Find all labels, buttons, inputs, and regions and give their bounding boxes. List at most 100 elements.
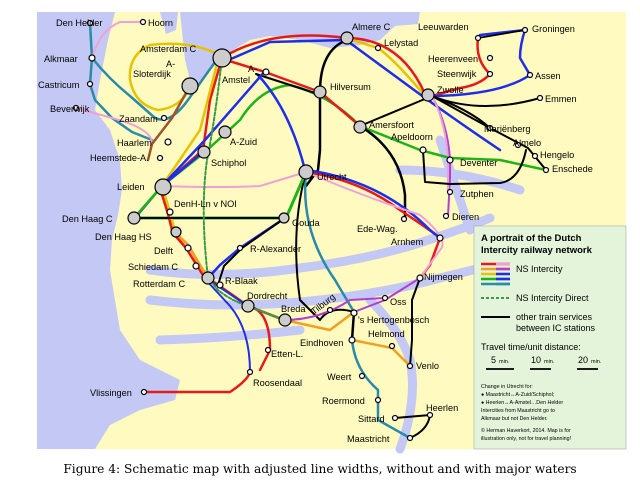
- station-marker-steenwijk: [486, 70, 494, 78]
- wadden-water: [160, 12, 178, 34]
- label-lelystad: Lelystad: [384, 38, 418, 48]
- label-eindhoven: Eindhoven: [300, 338, 343, 348]
- line-dhhs-rotterdam-red: [170, 230, 208, 282]
- line-gouda-rotterdam-black: [217, 217, 286, 286]
- legend-note-2: ● Maastricht↔A-Zuid/Schiphol;: [481, 392, 554, 398]
- station-marker-zaandam: [160, 114, 168, 122]
- label-heerenveen: Heerenveen: [428, 54, 478, 64]
- label-etten-l: Etten-L.: [271, 349, 303, 359]
- label-leeuwarden: Leeuwarden: [418, 22, 469, 32]
- station-marker-dordrecht: [241, 299, 255, 313]
- station-marker-heerenveen: [486, 54, 494, 62]
- line-shertogenbosch-eindhoven: [350, 310, 356, 342]
- label-weert: Weert: [327, 372, 352, 382]
- label-deventer: Deventer: [460, 158, 497, 168]
- line-amsterdam-utrecht-black: [255, 73, 319, 95]
- label-hengelo: Hengelo: [540, 150, 574, 160]
- station-marker-a-sloterdijk: [181, 77, 199, 95]
- station-marker-lelystad: [374, 44, 382, 52]
- station-marker-eindhoven: [348, 336, 356, 344]
- station-marker-helmond: [388, 342, 396, 350]
- legend-scale-20-unit: min.: [591, 359, 602, 365]
- station-marker-zwolle: [421, 88, 435, 102]
- legend-other-line2: between IC stations: [516, 323, 596, 333]
- label-roosendaal: Roosendaal: [253, 378, 302, 388]
- station-marker-den-haag-c: [127, 211, 141, 225]
- north-sea: [37, 12, 180, 449]
- line-amersfoort-zwolle-black: [359, 95, 433, 127]
- legend-note-5: Alkmaar but not Den Helder.: [481, 416, 548, 422]
- label-zaandam: Zaandam: [119, 114, 158, 124]
- station-marker-weert: [358, 372, 366, 380]
- line-sloterdijk-haarlem-brown: [146, 84, 192, 162]
- station-marker-schiedam-c: [192, 262, 200, 270]
- station-marker-deventer: [446, 156, 454, 164]
- label-dordrecht: Dordrecht: [247, 291, 288, 301]
- line-utrecht-shertogenbosch: [303, 170, 356, 314]
- station-marker-delft: [184, 244, 192, 252]
- station-marker-assen: [526, 71, 534, 79]
- line-hoorn: [91, 21, 144, 59]
- station-marker-apeldoorn: [419, 146, 427, 154]
- station-marker-den-helder: [86, 19, 94, 27]
- label-vlissingen: Vlissingen: [90, 388, 132, 398]
- legend: A portrait of the Dutch Intercity railwa…: [473, 225, 627, 450]
- label-castricum: Castricum: [38, 80, 80, 90]
- station-marker-r-blaak: [216, 281, 224, 289]
- label-delft: Delft: [154, 246, 173, 256]
- station-marker-utrecht: [298, 164, 314, 180]
- label-den-helder: Den Helder: [56, 18, 102, 28]
- legend-note-4: Intercities from Maastricht go to: [481, 408, 555, 414]
- label-r-blaak: R-Blaak: [225, 276, 258, 286]
- station-marker-maastricht: [406, 434, 414, 442]
- line-yellow-zaandam: [128, 42, 222, 112]
- label-denh-lnvnoi: DenH-Ln v NOI: [174, 199, 237, 209]
- label-ede-wag: Ede-Wag.: [357, 224, 398, 234]
- label-a-sloterdijk-2: Sloterdijk: [133, 69, 171, 79]
- legend-title-line2: Intercity railway network: [481, 245, 593, 256]
- label-steenwijk: Steenwijk: [437, 69, 477, 79]
- station-marker-amsterdam-c: [212, 48, 232, 68]
- legend-scale-5: 5: [491, 355, 496, 365]
- line-beverwijk-haarlem: [75, 107, 153, 143]
- station-marker-emmen: [536, 94, 544, 102]
- station-marker-a-amstel: [262, 68, 270, 76]
- label-den-haag-c: Den Haag C: [62, 214, 113, 224]
- label-schiphol: Schiphol: [211, 158, 246, 168]
- station-marker-enschede: [542, 166, 550, 174]
- label-utrecht: Utrecht: [317, 172, 347, 182]
- legend-credit-1: © Herman Haverkort, 2014. Map is for: [481, 427, 571, 434]
- station-marker-breda: [278, 313, 292, 327]
- label-haarlem: Haarlem: [117, 138, 152, 148]
- station-marker-oss: [381, 294, 389, 302]
- line-intercity-direct: [202, 57, 285, 321]
- station-marker-heemstede: [156, 154, 164, 162]
- station-marker-rotterdam-c: [201, 271, 215, 285]
- line-amstel-utrecht-blue: [256, 73, 307, 172]
- legend-travel-time: Travel time/unit distance:: [481, 342, 581, 352]
- label-nijmegen: Nijmegen: [424, 272, 463, 282]
- station-marker-hengelo: [531, 152, 539, 160]
- legend-scale-10-unit: min.: [544, 359, 555, 365]
- legend-scale-20: 20: [578, 355, 588, 365]
- line-utrecht-nijmegen-pink: [305, 171, 444, 279]
- line-zaandam-amsterdam: [90, 53, 222, 121]
- station-marker-alkmaar: [88, 54, 96, 62]
- station-marker-arnhem: [436, 234, 444, 242]
- label-almelo: Almelo: [513, 138, 541, 148]
- station-marker-tilburg: [326, 306, 334, 314]
- label-sittard: Sittard: [358, 414, 385, 424]
- label-a-amstel-2: Amstel: [222, 75, 250, 85]
- label-den-haag-hs: Den Haag HS: [95, 232, 152, 242]
- line-amsterdam-schiphol-yellow: [160, 58, 220, 188]
- station-marker-roosendaal: [246, 368, 254, 376]
- label-emmen: Emmen: [545, 94, 577, 104]
- legend-credit-2: illustration only, not for travel planni…: [481, 436, 571, 442]
- label-gouda: Gouda: [292, 218, 320, 228]
- label-breda: Breda: [281, 304, 306, 314]
- legend-scale-10: 10: [531, 355, 541, 365]
- ijsselmeer: [180, 12, 420, 85]
- station-marker-dieren: [442, 212, 450, 220]
- legend-note-1: Change in Utrecht for:: [481, 384, 533, 390]
- line-zwolle-marienberg: [431, 95, 491, 129]
